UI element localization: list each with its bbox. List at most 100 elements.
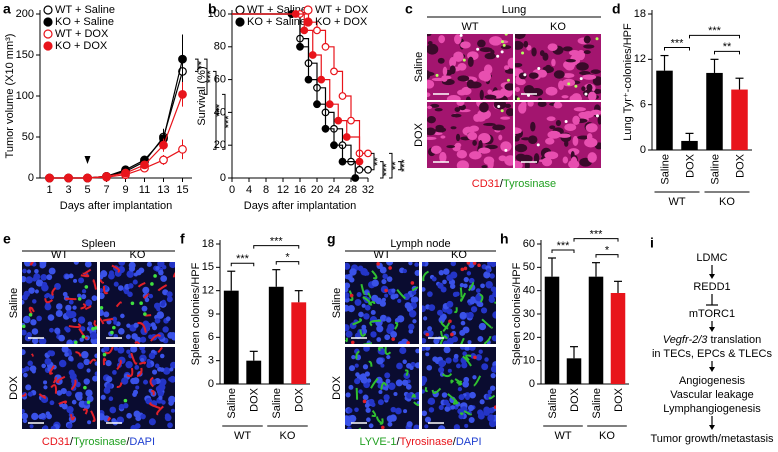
x-tick-label: 8 xyxy=(263,184,269,196)
dapi-nucleus xyxy=(157,262,165,268)
dapi-nucleus xyxy=(370,309,376,315)
dapi-nucleus xyxy=(406,392,413,399)
stain-signal xyxy=(404,369,409,377)
arrowhead xyxy=(709,425,715,430)
dapi-nucleus xyxy=(68,355,74,362)
dapi-nucleus xyxy=(472,375,477,380)
stain-signal xyxy=(44,298,54,304)
dapi-nucleus xyxy=(22,418,28,424)
tyrosinase-signal xyxy=(595,114,599,118)
dapi-nucleus xyxy=(55,309,63,318)
stain-signal xyxy=(93,319,97,328)
dapi-nucleus xyxy=(32,276,37,282)
dapi-nucleus xyxy=(376,325,384,333)
tissue-texture xyxy=(515,40,524,50)
dapi-nucleus xyxy=(26,269,32,274)
tissue-texture xyxy=(460,41,471,49)
bar xyxy=(291,302,307,384)
dapi-nucleus xyxy=(169,367,174,372)
marker xyxy=(308,51,317,59)
dapi-nucleus xyxy=(447,368,452,373)
dapi-nucleus xyxy=(109,406,117,414)
dapi-nucleus xyxy=(414,362,419,369)
dapi-nucleus xyxy=(61,347,69,353)
y-axis-label: Survival (%) xyxy=(196,66,208,125)
dapi-nucleus xyxy=(394,407,402,415)
dapi-nucleus xyxy=(345,286,349,293)
tissue-texture xyxy=(456,102,465,106)
dapi-nucleus xyxy=(41,283,49,292)
dapi-nucleus xyxy=(49,294,55,300)
tyrosinase-signal xyxy=(521,51,525,55)
dapi-nucleus xyxy=(345,262,351,270)
stain-signal xyxy=(80,303,87,310)
marker xyxy=(364,165,372,174)
dapi-nucleus xyxy=(415,348,419,354)
dapi-nucleus xyxy=(84,262,92,268)
dapi-nucleus xyxy=(168,395,175,404)
dapi-nucleus xyxy=(422,347,426,351)
dapi-nucleus xyxy=(478,349,483,354)
dapi-nucleus xyxy=(162,326,169,333)
significance-label: ** xyxy=(723,41,732,53)
stain-signal xyxy=(80,273,90,278)
dapi-nucleus xyxy=(404,302,412,309)
dapi-nucleus xyxy=(486,268,491,273)
y-tick-label: 3 xyxy=(208,355,214,367)
dapi-nucleus xyxy=(477,336,484,342)
dapi-nucleus xyxy=(85,299,93,307)
stain-signal xyxy=(454,378,463,386)
dapi-nucleus xyxy=(128,283,134,289)
tyrosinase-signal xyxy=(463,266,468,271)
marker xyxy=(159,155,168,165)
dapi-nucleus xyxy=(487,389,493,395)
tissue-texture xyxy=(515,135,520,142)
column-label: WT xyxy=(373,249,390,261)
dapi-nucleus xyxy=(450,262,457,267)
dapi-nucleus xyxy=(34,289,39,294)
stain-signal xyxy=(413,401,419,407)
dapi-nucleus xyxy=(422,337,427,344)
x-tick-label: 1 xyxy=(46,184,52,196)
legend-label: KO + Saline xyxy=(55,16,114,28)
dapi-nucleus xyxy=(364,403,370,408)
dapi-nucleus xyxy=(454,291,460,297)
tissue-texture xyxy=(493,102,507,110)
tyrosinase-signal xyxy=(384,288,388,293)
stain-signal xyxy=(102,286,109,295)
tissue-texture xyxy=(500,141,512,152)
tissue-texture xyxy=(457,75,470,82)
dapi-nucleus xyxy=(406,421,413,428)
tissue-texture xyxy=(539,50,545,57)
stain-signal xyxy=(149,376,155,388)
tyrosinase-signal xyxy=(130,301,135,306)
dapi-nucleus xyxy=(59,360,65,367)
stain-signal xyxy=(380,382,388,390)
tyrosinase-signal xyxy=(496,54,500,58)
dapi-nucleus xyxy=(55,303,63,310)
stain-signal xyxy=(107,416,112,422)
legend-label: KO + DOX xyxy=(55,40,108,52)
dapi-nucleus xyxy=(347,304,355,313)
dapi-nucleus xyxy=(43,380,48,385)
stain-signal xyxy=(371,410,377,418)
dapi-nucleus xyxy=(483,271,491,279)
tissue-texture xyxy=(439,151,447,163)
tyrosinase-signal xyxy=(574,84,578,88)
tissue-texture xyxy=(465,96,471,100)
dapi-nucleus xyxy=(442,279,447,285)
dapi-nucleus xyxy=(347,407,353,414)
dapi-nucleus xyxy=(358,311,364,318)
dapi-nucleus xyxy=(364,304,371,311)
dapi-nucleus xyxy=(491,335,496,342)
y-axis-label: Lung Tyr⁺-colonies/HPF xyxy=(622,23,634,141)
marker xyxy=(330,67,338,76)
y-tick-label: 10 xyxy=(523,355,535,367)
group-label: WT xyxy=(234,430,251,442)
gene: Vegfr-2/3 xyxy=(663,334,709,346)
dapi-nucleus xyxy=(78,277,85,284)
tissue-texture xyxy=(478,147,491,154)
dapi-nucleus xyxy=(34,268,39,274)
tissue-texture xyxy=(469,151,482,160)
